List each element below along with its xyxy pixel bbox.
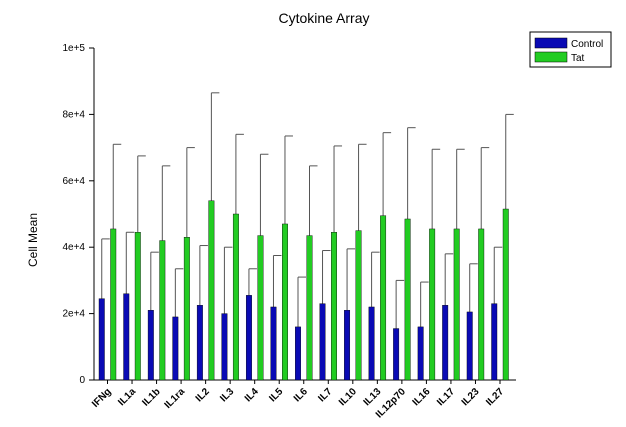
y-tick-label: 2e+4 [62,309,85,320]
bar-control [295,326,301,381]
y-axis-label: Cell Mean [26,213,40,267]
bar-tat [502,208,509,381]
bar-tat [331,232,337,381]
x-tick-label: IL27 [484,386,506,408]
bar-control [98,298,105,381]
x-tick-label: IL23 [460,386,482,408]
legend-swatch-control [534,37,568,49]
bar-tat [183,237,190,381]
bar-tat [159,240,166,381]
bar-control [270,306,277,381]
bar-control [196,305,203,381]
bar-tat [478,228,485,381]
bar-control [147,310,154,381]
x-tick-label: IL1b [140,386,162,408]
bar-tat [232,213,239,381]
x-tick-label: IL3 [218,386,236,404]
x-tick-label: IL6 [292,386,310,404]
bar-control [368,306,375,381]
y-tick-label: 4e+4 [62,242,85,253]
bar-tat [110,228,117,381]
bar-control [123,293,130,381]
bar-control [245,295,252,381]
bar-control [417,326,424,381]
x-tick-label: IL16 [411,386,433,408]
bar-control [442,305,449,381]
bar-tat [134,232,141,381]
x-tick-label: IL4 [243,386,261,404]
x-tick-label: IL7 [316,386,334,404]
chart-title: Cytokine Array [278,10,369,26]
legend-swatch-tat [534,51,568,63]
x-tick-label: IL1a [116,386,138,408]
y-tick-label: 1e+5 [62,43,85,54]
x-tick-label: IL2 [194,386,212,404]
bar-tat [429,228,436,381]
bar-control [319,303,326,381]
bar-tat [404,218,411,381]
legend: Control Tat [529,31,612,68]
x-tick-label: IL17 [435,386,457,408]
y-tick-label: 6e+4 [62,176,85,187]
bar-control [344,310,351,381]
x-tick-label: IFNg [90,386,113,409]
bar-tat [208,200,215,381]
bars [98,92,514,381]
x-tick-label: IL10 [337,386,359,408]
x-tick-label: IL1ra [163,386,188,411]
x-tick-label: IL5 [267,386,285,404]
bar-tat [453,228,460,381]
bar-tat [282,223,288,381]
bar-control [491,303,498,381]
bar-control [221,313,228,381]
bar-tat [257,235,264,381]
bar-control [466,311,473,381]
legend-label-tat: Tat [571,53,585,64]
bar-tat [380,215,387,381]
bar-tat [306,235,313,381]
bar-control [172,316,179,381]
bar-control [393,328,400,381]
y-tick-label: 0 [79,375,85,386]
legend-label-control: Control [571,39,603,50]
bar-tat [355,230,362,381]
y-tick-label: 8e+4 [62,109,85,120]
